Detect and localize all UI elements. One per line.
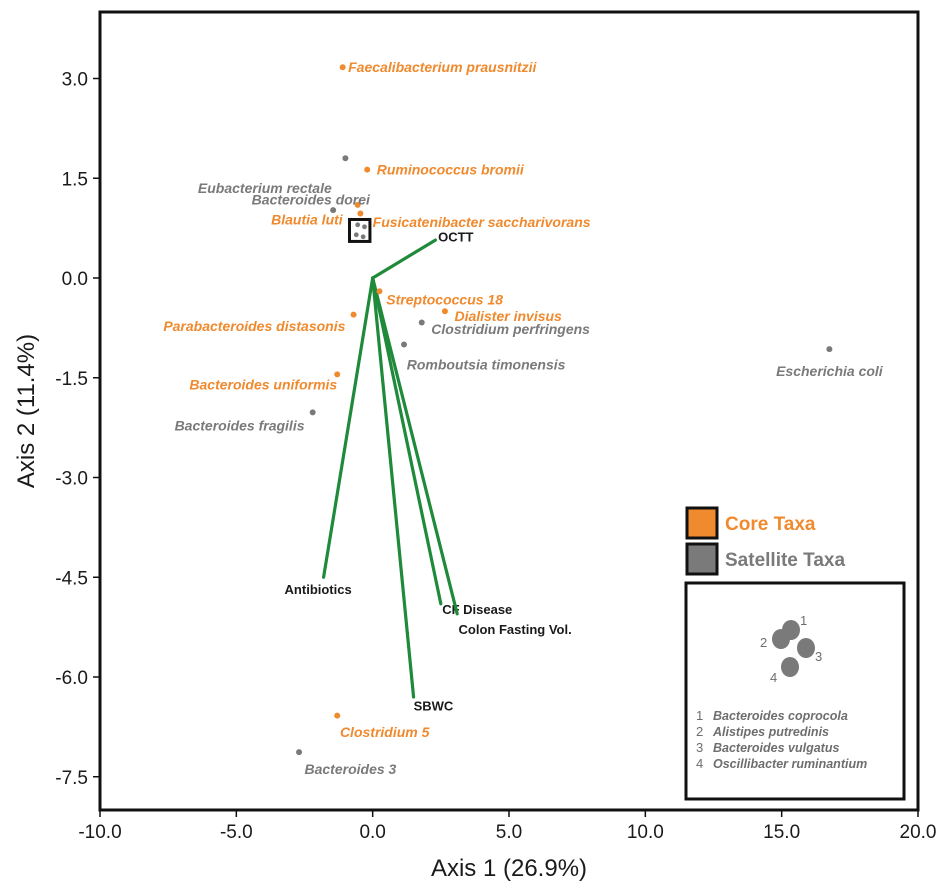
x-tick-label: 20.0 bbox=[900, 822, 937, 843]
inset-key-num: 3 bbox=[696, 740, 703, 755]
y-tick-label: -6.0 bbox=[55, 668, 88, 689]
taxon-label: Bacteroides 3 bbox=[305, 761, 397, 777]
taxon-point bbox=[354, 201, 361, 208]
y-tick-label: -7.5 bbox=[55, 768, 88, 789]
inset-point-4 bbox=[781, 657, 799, 677]
inset-key-num: 1 bbox=[696, 708, 703, 723]
vector-label: CF Disease bbox=[442, 602, 512, 617]
inset-key: 1 Bacteroides coprocola 2 Alistipes putr… bbox=[696, 708, 867, 771]
taxon-point bbox=[826, 346, 833, 353]
legend-satellite-label: Satellite Taxa bbox=[725, 550, 845, 571]
inset-key-name: Bacteroides vulgatus bbox=[713, 741, 839, 755]
vector-label: Antibiotics bbox=[285, 582, 352, 597]
point-layer: Faecalibacterium prausnitzii Eubacterium … bbox=[163, 59, 883, 777]
taxon-label: Fusicatenibacter saccharivorans bbox=[373, 214, 591, 230]
taxon-point bbox=[296, 749, 303, 756]
legend-core-swatch bbox=[685, 506, 719, 540]
x-tick-label: 0.0 bbox=[359, 822, 385, 843]
y-axis: 3.0 1.5 0.0 -1.5 -3.0 -4.5 -6.0 -7.5 bbox=[55, 70, 100, 789]
inset-key-name: Bacteroides coprocola bbox=[713, 709, 848, 723]
y-tick-label: 1.5 bbox=[62, 169, 88, 190]
inset-point-2 bbox=[772, 629, 790, 649]
taxon-label: Bacteroides uniformis bbox=[189, 376, 337, 392]
taxon-point bbox=[350, 311, 357, 318]
vector-arrow bbox=[371, 238, 437, 280]
taxon-label: Clostridium perfringens bbox=[431, 321, 590, 337]
inset-cluster-points: 1 2 3 4 bbox=[760, 613, 822, 685]
taxon-label: Blautia luti bbox=[271, 211, 344, 227]
inset-point-num-4: 4 bbox=[770, 670, 777, 685]
cluster-inset: 1 2 3 4 1 Bacteroides coprocola 2 Alisti… bbox=[684, 581, 906, 801]
taxon-label: Streptococcus 18 bbox=[386, 291, 503, 307]
taxon-label: Clostridium 5 bbox=[340, 724, 430, 740]
legend-satellite-swatch bbox=[685, 542, 719, 576]
x-axis: -10.0 -5.0 0.0 5.0 10.0 15.0 20.0 bbox=[78, 810, 936, 843]
taxon-point bbox=[330, 207, 337, 214]
inset-frame bbox=[684, 581, 906, 801]
taxon-point bbox=[364, 166, 371, 173]
taxon-point bbox=[342, 155, 349, 162]
cluster-point bbox=[353, 232, 359, 238]
taxon-point bbox=[401, 341, 408, 348]
taxon-label: Parabacteroides distasonis bbox=[163, 318, 345, 334]
cluster-point bbox=[355, 222, 361, 228]
vector-label: OCTT bbox=[438, 229, 473, 244]
y-tick-label: -4.5 bbox=[55, 568, 88, 589]
y-axis-title: Axis 2 (11.4%) bbox=[13, 334, 40, 488]
taxon-label: Ruminococcus bromii bbox=[377, 162, 525, 178]
taxon-label: Bacteroides fragilis bbox=[175, 418, 305, 434]
x-tick-label: -5.0 bbox=[220, 822, 253, 843]
x-tick-label: 5.0 bbox=[496, 822, 522, 843]
cluster-point bbox=[362, 224, 367, 230]
taxon-point bbox=[357, 210, 364, 217]
inset-key-num: 4 bbox=[696, 756, 703, 771]
legend: Core Taxa Satellite Taxa bbox=[685, 506, 845, 576]
taxon-label: Romboutsia timonensis bbox=[407, 356, 566, 372]
taxon-label: Escherichia coli bbox=[776, 363, 884, 379]
y-tick-label: 3.0 bbox=[62, 70, 88, 91]
vector-label: SBWC bbox=[414, 698, 454, 713]
taxon-point bbox=[334, 371, 341, 378]
taxon-point bbox=[441, 308, 448, 315]
inset-key-name: Oscillibacter ruminantium bbox=[713, 757, 867, 771]
inset-key-num: 2 bbox=[696, 724, 703, 739]
taxon-point bbox=[309, 409, 316, 416]
vector-arrow bbox=[321, 276, 375, 579]
y-tick-label: -3.0 bbox=[55, 469, 88, 490]
inset-point-num-1: 1 bbox=[800, 613, 807, 628]
taxon-point bbox=[376, 288, 383, 295]
taxon-label: Dialister invisus bbox=[454, 308, 562, 324]
cluster-point bbox=[360, 234, 366, 240]
y-tick-label: 0.0 bbox=[62, 269, 88, 290]
inset-point-num-2: 2 bbox=[760, 635, 767, 650]
cluster-highlight-box bbox=[347, 217, 372, 243]
vector-arrow bbox=[371, 276, 416, 699]
vector-label: Colon Fasting Vol. bbox=[459, 622, 572, 637]
taxon-label: Faecalibacterium prausnitzii bbox=[348, 59, 537, 75]
y-tick-label: -1.5 bbox=[55, 369, 88, 390]
x-axis-title: Axis 1 (26.9%) bbox=[431, 855, 587, 882]
x-tick-label: -10.0 bbox=[78, 822, 121, 843]
x-tick-label: 10.0 bbox=[627, 822, 664, 843]
inset-point-3 bbox=[797, 638, 815, 658]
taxon-point bbox=[334, 712, 341, 719]
x-tick-label: 15.0 bbox=[763, 822, 800, 843]
vector-layer: OCTT Antibiotics CF Disease Colon Fasting V… bbox=[285, 229, 572, 713]
inset-key-name: Alistipes putredinis bbox=[712, 725, 829, 739]
taxon-point bbox=[339, 64, 346, 71]
vector-arrow bbox=[371, 276, 459, 616]
taxon-label: Bacteroides dorei bbox=[252, 192, 371, 208]
inset-point-num-3: 3 bbox=[815, 649, 822, 664]
vector-arrow bbox=[371, 276, 443, 606]
taxon-point bbox=[418, 319, 425, 326]
legend-core-label: Core Taxa bbox=[725, 514, 816, 535]
taxon-label: Eubacterium rectale bbox=[198, 180, 332, 196]
